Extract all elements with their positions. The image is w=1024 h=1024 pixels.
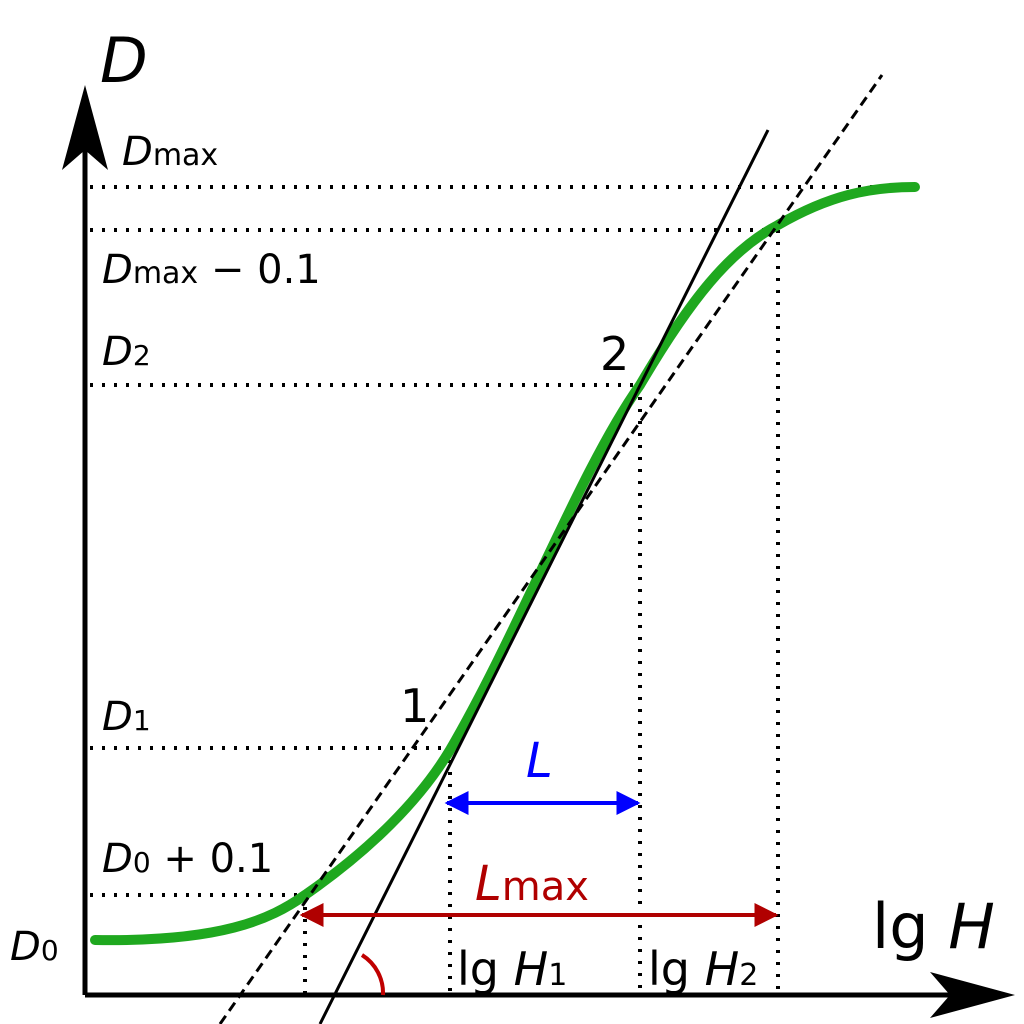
d-max-label: Dmax	[122, 129, 218, 175]
characteristic-curve	[90, 182, 920, 946]
guides	[90, 185, 915, 995]
text-part: lg	[648, 942, 705, 996]
text-part: H	[705, 942, 740, 996]
d0-label: D0	[10, 924, 59, 970]
text-part: 0	[41, 934, 59, 967]
d1-label: D1	[102, 694, 151, 740]
angle-arc	[360, 953, 386, 996]
point-2-label: 2	[600, 327, 629, 381]
x-arrow	[930, 972, 1015, 1018]
lmax-label: Lmax	[475, 856, 589, 912]
l-label: L	[526, 733, 553, 789]
text-part: D	[102, 247, 133, 293]
d0-plus-label: D0 + 0.1	[102, 836, 273, 882]
text-part: D	[102, 329, 133, 375]
lg-h2-label: lg H2	[648, 942, 758, 996]
y-arrow	[62, 85, 108, 170]
lg-h1-label: lg H1	[457, 942, 567, 996]
text-part: D	[102, 694, 133, 740]
point-1-label: 1	[400, 679, 429, 733]
text-part: lg	[457, 942, 514, 996]
text-part: D	[10, 924, 41, 970]
text-part: lg	[872, 890, 948, 963]
text-part: 1	[548, 958, 567, 993]
text-part: 0	[133, 846, 151, 879]
text-part: L	[475, 856, 502, 912]
secant-line	[218, 74, 884, 1024]
d2-label: D2	[102, 329, 151, 375]
text-part: 1	[133, 704, 151, 737]
text-part: D	[102, 836, 133, 882]
text-part: + 0.1	[151, 836, 274, 882]
text-part: max	[502, 864, 589, 910]
text-part: 2	[739, 958, 758, 993]
tangent-line	[318, 129, 770, 1024]
text-part: − 0.1	[198, 247, 321, 293]
d-max-minus-label: Dmax − 0.1	[102, 247, 321, 293]
text-part: D	[122, 129, 153, 175]
text-part: max	[133, 256, 198, 291]
y-axis-label: D	[100, 24, 148, 97]
text-part: H	[514, 942, 549, 996]
text-part: max	[153, 138, 218, 173]
x-axis-label: lg H	[872, 890, 995, 963]
text-part: H	[948, 890, 995, 963]
text-part: 2	[133, 339, 151, 372]
